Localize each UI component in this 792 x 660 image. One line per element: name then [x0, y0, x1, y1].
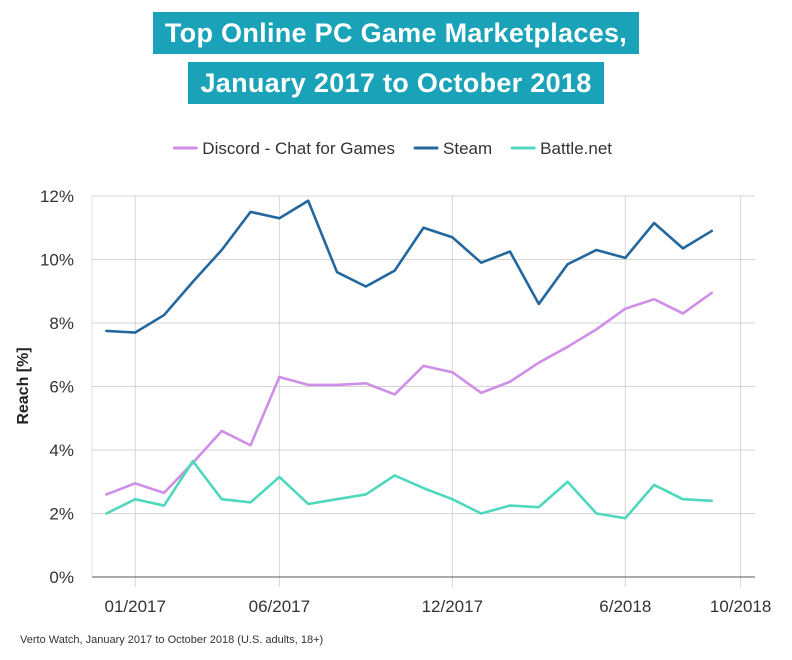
y-tick-label: 12% [40, 187, 74, 206]
y-tick-label: 4% [49, 441, 74, 460]
x-tick-label: 10/2018 [710, 597, 771, 616]
x-tick-label: 06/2017 [249, 597, 310, 616]
y-tick-label: 2% [49, 505, 74, 524]
chart-title-line-1: Top Online PC Game Marketplaces, [152, 12, 640, 54]
series-line-0 [105, 291, 714, 496]
x-tick-label: 01/2017 [105, 597, 166, 616]
y-tick-label: 0% [49, 568, 74, 587]
line-chart: 0% 2% 4% 6% 8% 10% 12% 01/2017 06/2017 12/2017 6/2… [15, 139, 771, 616]
chart-title: Top Online PC Game Marketplaces, January… [0, 12, 792, 104]
legend-label-0: Discord - Chat for Games [202, 139, 395, 158]
chart-title-line-2: January 2017 to October 2018 [188, 62, 604, 104]
y-tick-label: 6% [49, 378, 74, 397]
legend-label-1: Steam [443, 139, 492, 158]
x-tick-label: 12/2017 [422, 597, 483, 616]
x-tick-label: 6/2018 [599, 597, 651, 616]
source-note: Verto Watch, January 2017 to October 201… [20, 634, 324, 646]
y-axis-label: Reach [%] [15, 347, 32, 424]
series-line-2 [105, 459, 714, 520]
y-tick-label: 10% [40, 251, 74, 270]
series-line-1 [105, 199, 714, 334]
legend-label-2: Battle.net [540, 139, 612, 158]
y-tick-label: 8% [49, 314, 74, 333]
